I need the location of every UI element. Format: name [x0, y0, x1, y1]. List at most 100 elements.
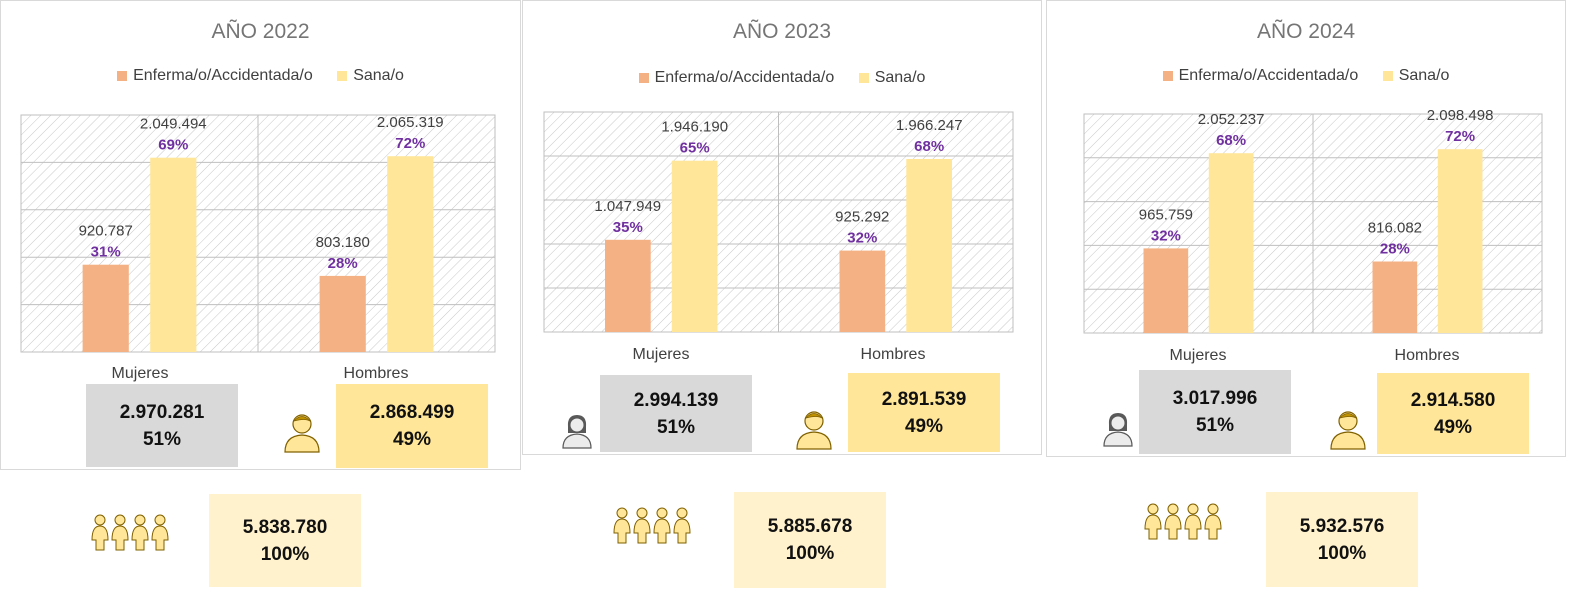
category-label-hombres: Hombres [860, 346, 926, 363]
bar-sana-hombres [1437, 149, 1483, 333]
hombres-total-box: 2.914.580 49% [1377, 373, 1529, 454]
category-label-hombres: Hombres [1394, 347, 1460, 364]
data-label-value: 2.098.498 [1427, 107, 1494, 124]
legend-label-sana: Sana/o [874, 69, 926, 86]
man-icon [283, 412, 321, 458]
category-label-mujeres: Mujeres [111, 365, 169, 382]
bar-enferma-hombres [1372, 261, 1418, 333]
data-label-percent: 69% [158, 137, 188, 154]
bar-sana-mujeres [671, 160, 718, 332]
data-label-value: 1.966.247 [896, 117, 963, 134]
legend-swatch-enferma [638, 73, 649, 83]
legend-item-enferma: Enferma/o/Accidentada/o [638, 69, 834, 87]
data-label-percent: 32% [1151, 227, 1181, 244]
mujeres-total-box: 3.017.996 51% [1139, 370, 1291, 454]
grand-total-value: 5.932.576 [1299, 515, 1385, 537]
chart-title: AÑO 2024 [1256, 20, 1356, 43]
data-label-value: 965.759 [1139, 206, 1193, 223]
chart-legend: Enferma/o/Accidentada/o Sana/o [1047, 67, 1565, 86]
data-label-percent: 35% [613, 219, 643, 236]
man-icon [795, 409, 833, 455]
chart-legend: Enferma/o/Accidentada/o Sana/o [1, 67, 520, 86]
legend-label-enferma: Enferma/o/Accidentada/o [1178, 67, 1359, 84]
grand-total-value: 5.885.678 [767, 516, 853, 537]
legend-label-sana: Sana/o [353, 67, 404, 84]
mujeres-total-box: 2.994.139 51% [600, 375, 752, 452]
mujeres-total-percent: 51% [142, 428, 182, 450]
legend-swatch-enferma [1162, 71, 1173, 81]
mujeres-total-value: 2.970.281 [119, 401, 205, 423]
chart-panel-2022: AÑO 2022 Enferma/o/Accidentada/o Sana/o … [0, 0, 521, 470]
category-label-hombres: Hombres [343, 365, 409, 382]
hombres-total-box: 2.868.499 49% [336, 384, 488, 468]
legend-item-enferma: Enferma/o/Accidentada/o [1162, 67, 1359, 85]
data-label-percent: 65% [680, 140, 710, 157]
legend-label-sana: Sana/o [1398, 67, 1450, 84]
legend-item-enferma: Enferma/o/Accidentada/o [117, 67, 313, 85]
grand-total-percent: 100% [785, 543, 835, 564]
bar-chart-2023: 1.047.949 35% 1.946.190 65% 925.292 32% 1.966.… [543, 111, 1014, 333]
chart-panel-2023: AÑO 2023 Enferma/o/Accidentada/o Sana/o … [522, 0, 1042, 455]
grand-total-percent: 100% [260, 543, 310, 565]
data-label-percent: 72% [395, 135, 425, 152]
data-label-percent: 72% [1445, 128, 1475, 145]
legend-swatch-sana [858, 73, 869, 83]
family-icon [1143, 502, 1225, 545]
grand-total-box-2023: 5.885.678 100% [734, 492, 886, 588]
hombres-total-percent: 49% [392, 429, 432, 450]
data-label-value: 925.292 [835, 209, 889, 226]
bar-sana-mujeres [150, 157, 197, 352]
data-label-value: 1.946.190 [661, 119, 728, 136]
grand-total-box-2024: 5.932.576 100% [1266, 492, 1418, 587]
mujeres-total-value: 2.994.139 [633, 389, 719, 411]
man-icon [1329, 409, 1367, 455]
legend-swatch-sana [337, 71, 348, 81]
bar-sana-hombres [387, 156, 434, 352]
category-label-mujeres: Mujeres [1169, 347, 1227, 364]
woman-icon [1102, 411, 1134, 452]
chart-title: AÑO 2022 [211, 20, 310, 43]
legend-item-sana: Sana/o [858, 69, 926, 87]
hombres-total-percent: 49% [1433, 416, 1473, 438]
data-label-value: 2.049.494 [140, 116, 207, 133]
grand-total-value: 5.838.780 [242, 516, 328, 538]
data-label-percent: 32% [847, 230, 877, 247]
grand-total-box-2022: 5.838.780 100% [209, 494, 361, 587]
data-label-percent: 28% [328, 255, 358, 272]
data-label-value: 816.082 [1368, 220, 1422, 237]
data-label-percent: 28% [1380, 241, 1410, 258]
hombres-total-box: 2.891.539 49% [848, 373, 1000, 452]
legend-item-sana: Sana/o [1382, 67, 1450, 85]
hombres-total-value: 2.891.539 [881, 388, 967, 410]
chart-title: AÑO 2023 [732, 20, 832, 43]
legend-label-enferma: Enferma/o/Accidentada/o [133, 67, 313, 84]
bar-enferma-mujeres [1143, 248, 1189, 333]
hombres-total-value: 2.914.580 [1410, 389, 1496, 411]
hombres-total-value: 2.868.499 [369, 402, 455, 423]
legend-swatch-enferma [117, 71, 128, 81]
data-label-percent: 68% [914, 138, 944, 155]
mujeres-total-value: 3.017.996 [1172, 388, 1258, 409]
legend-item-sana: Sana/o [337, 67, 404, 85]
data-label-value: 920.787 [79, 223, 133, 240]
chart-panel-2024: AÑO 2024 Enferma/o/Accidentada/o Sana/o … [1046, 0, 1566, 457]
data-label-value: 803.180 [316, 234, 370, 251]
bar-enferma-hombres [839, 250, 886, 332]
category-label-mujeres: Mujeres [632, 346, 690, 363]
data-label-value: 2.052.237 [1198, 111, 1265, 128]
bar-chart-2024: 965.759 32% 2.052.237 68% 816.082 28% 2.098.49… [1083, 107, 1543, 334]
bar-sana-hombres [906, 159, 952, 332]
data-label-percent: 31% [91, 244, 121, 261]
bar-enferma-mujeres [82, 264, 129, 352]
data-label-percent: 68% [1216, 132, 1246, 149]
family-icon [90, 513, 172, 556]
woman-icon [561, 413, 593, 454]
bar-sana-mujeres [1208, 153, 1254, 333]
bar-enferma-mujeres [605, 239, 651, 332]
family-icon [612, 506, 694, 549]
grand-total-percent: 100% [1317, 542, 1367, 564]
mujeres-total-box: 2.970.281 51% [86, 384, 238, 467]
bar-chart-2022: 920.787 31% 2.049.494 69% 803.180 28% 2.065.31… [20, 114, 496, 353]
data-label-value: 2.065.319 [377, 114, 444, 131]
mujeres-total-percent: 51% [1195, 415, 1235, 436]
